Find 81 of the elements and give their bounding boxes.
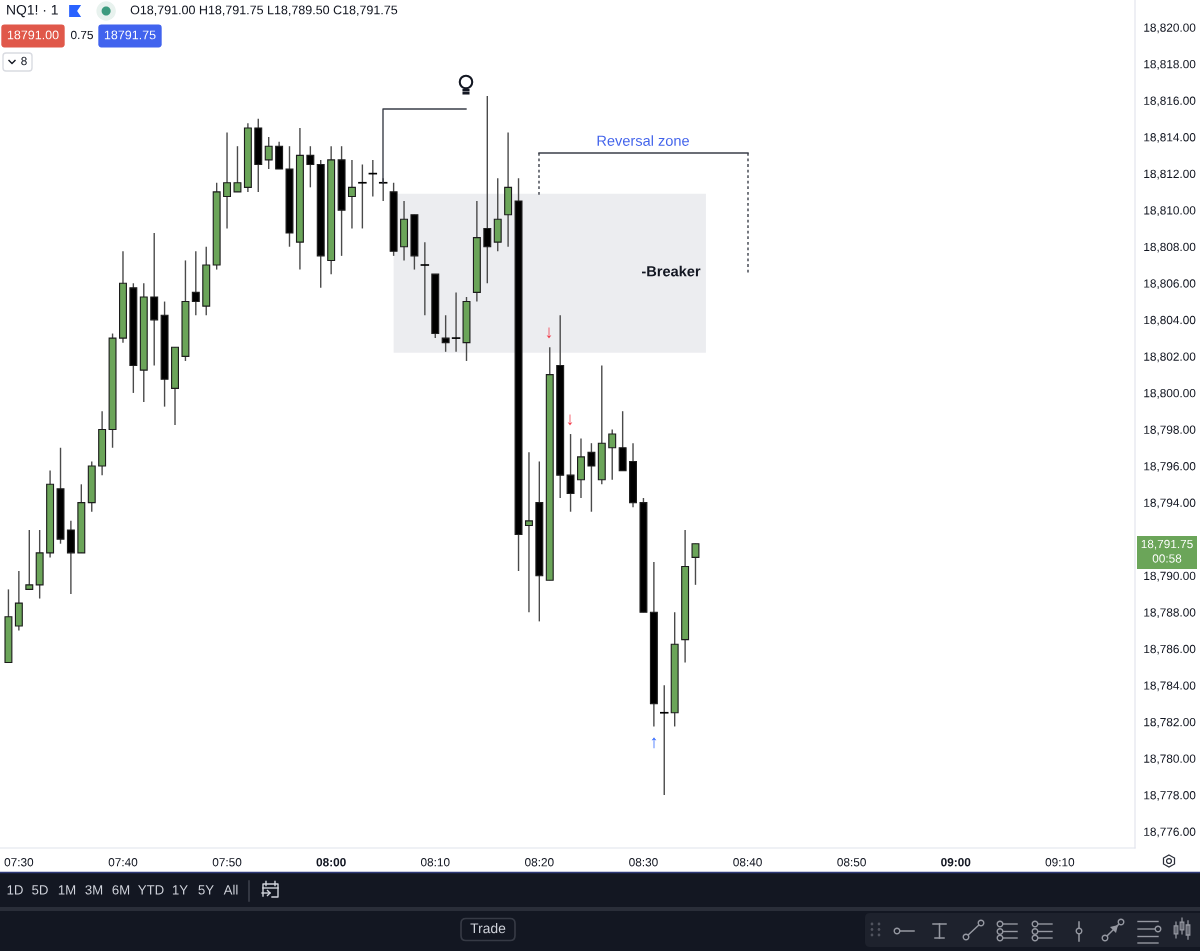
candlestick [306, 145, 315, 189]
text: 18,791.75 [1141, 539, 1193, 550]
text: Trade [470, 923, 506, 934]
x-tick-label: 08:20 [525, 858, 554, 867]
candlestick [150, 232, 159, 367]
y-tick-label: 18,796.00 [1144, 462, 1196, 472]
x-tick-label: 07:50 [212, 858, 242, 867]
text: YTD [138, 885, 164, 895]
x-tick-label: 08:00 [316, 858, 346, 867]
candlestick [566, 433, 575, 513]
y-tick-label: 18,816.00 [1144, 96, 1196, 107]
y-tick-label: 18,808.00 [1144, 242, 1196, 253]
candlestick [691, 543, 700, 586]
candlestick [451, 291, 461, 353]
y-tick-label: 18,778.00 [1144, 791, 1196, 801]
y-tick-label: 18,790.00 [1144, 571, 1196, 582]
text: All [223, 884, 238, 895]
candlestick [66, 520, 75, 595]
y-tick-label: 18,788.00 [1144, 608, 1196, 619]
x-tick-label: 07:30 [4, 858, 34, 867]
x-tick-label: 09:10 [1045, 858, 1075, 867]
x-tick-label: 08:50 [837, 858, 866, 867]
x-tick-label: 08:40 [733, 858, 762, 867]
candlestick [14, 570, 23, 632]
y-tick-label: 18,802.00 [1144, 352, 1196, 363]
candlestick [264, 136, 273, 170]
annotation: 18791.00 [7, 30, 59, 40]
candlestick [233, 145, 242, 193]
x-tick-label: 08:10 [420, 858, 450, 867]
y-tick-label: 18,804.00 [1144, 315, 1196, 326]
y-tick-label: 18,818.00 [1144, 60, 1196, 70]
text: 1Y [172, 885, 188, 895]
y-tick-label: 18,814.00 [1144, 133, 1196, 143]
y-tick-label: 18,812.00 [1144, 169, 1196, 180]
candlestick [587, 442, 596, 513]
candlestick [659, 684, 669, 796]
annotation: ↓ [567, 414, 573, 426]
x-tick-label: 09:00 [941, 858, 971, 867]
y-tick-label: 18,820.00 [1144, 23, 1196, 34]
candlestick [275, 140, 284, 170]
y-tick-label: 18,794.00 [1144, 498, 1196, 509]
text: 3M [85, 885, 103, 895]
candlestick [347, 159, 356, 230]
annotation: 0.75 [70, 30, 93, 40]
text: 1M [58, 885, 76, 895]
candlestick [483, 95, 492, 284]
annotation: 18791.75 [104, 30, 156, 40]
y-tick-label: 18,810.00 [1144, 206, 1196, 216]
y-tick-label: 18,786.00 [1144, 644, 1196, 655]
chart-subtitle: O18,791.00 H18,791.75 L18,789.50 C18,791.75 [130, 5, 398, 16]
x-tick-label: 07:40 [108, 858, 138, 867]
y-tick-label: 18,780.00 [1144, 754, 1196, 765]
candlestick [493, 177, 502, 252]
candlestick [191, 250, 200, 316]
y-tick-label: 18,798.00 [1144, 425, 1196, 436]
y-tick-label: 18,782.00 [1144, 717, 1196, 728]
y-tick-label: 18,784.00 [1144, 681, 1196, 692]
y-tick-label: 18,806.00 [1144, 279, 1196, 290]
x-tick-label: 08:30 [629, 858, 658, 867]
annotation: ↓ [546, 327, 552, 339]
candlestick [618, 410, 627, 472]
annotation: 8 [21, 56, 27, 66]
text: 00:58 [1152, 554, 1182, 563]
text: 6M [112, 885, 130, 895]
candlestick [25, 529, 34, 591]
candlestick [577, 437, 585, 499]
y-tick-label: 18,800.00 [1144, 388, 1196, 399]
candlestick [441, 314, 450, 353]
y-tick-label: 18,776.00 [1144, 827, 1196, 838]
annotation: -Breaker [641, 265, 701, 277]
candlestick [358, 163, 367, 230]
candlestick [420, 241, 430, 316]
text: 1D [7, 885, 23, 895]
candlestick [223, 131, 232, 230]
candlestick [608, 428, 617, 481]
text: 5D [32, 885, 48, 895]
annotation: Reversal zone [597, 135, 689, 146]
annotation: ↑ [651, 737, 657, 749]
chart-title: NQ1! · 1 [7, 4, 58, 18]
candlestick [524, 451, 533, 613]
text: 5Y [198, 885, 214, 895]
